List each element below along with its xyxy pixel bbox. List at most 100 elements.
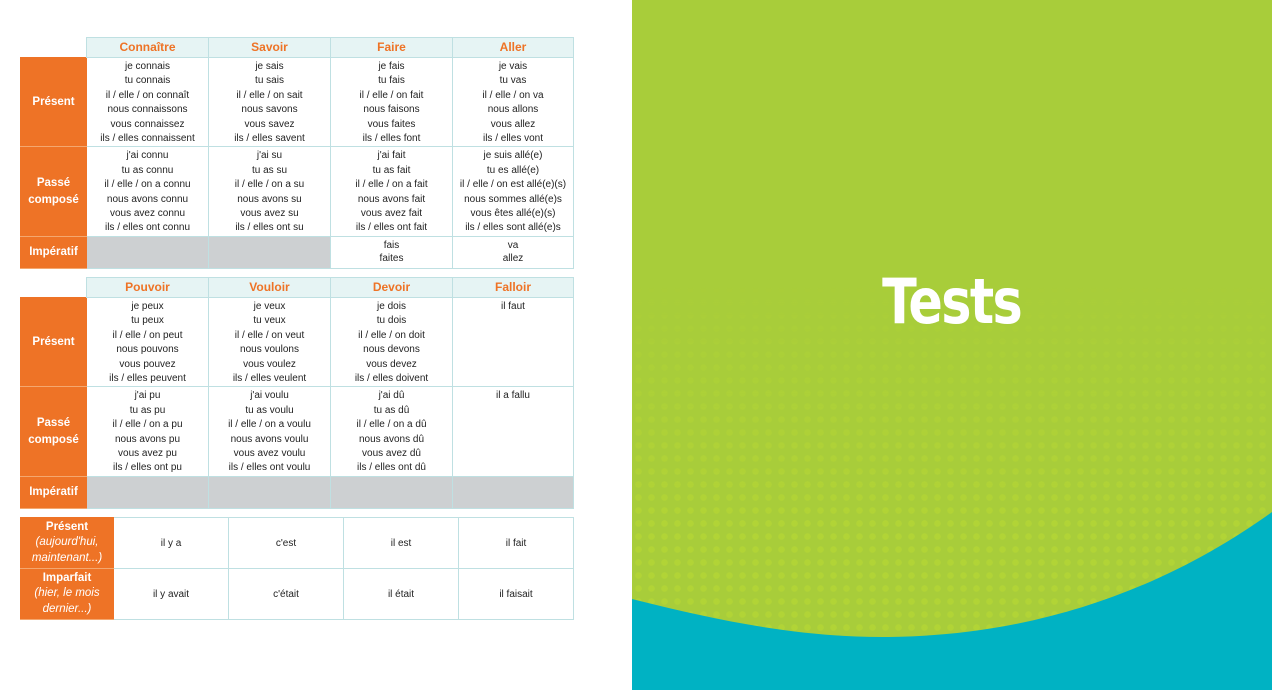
forms-cell: j'ai dû tu as dû il / elle / on a dû nou… [330,386,453,477]
expr-cell: c'est [228,517,344,569]
form: je peux [131,301,164,312]
form: nous faisons [363,104,420,116]
imparfait-expr-row: Imparfait (hier, le mois dernier...) il … [20,568,574,620]
form: vous êtes allé(e)(s) [470,208,556,220]
expr-cell: il est [343,517,459,569]
form: nous avons pu [114,433,181,445]
form: vous voulez [243,358,296,370]
verb-header-row: Connaître Savoir Faire Aller [21,37,574,58]
expr-cell: il y a [113,517,229,569]
tense-label-imperatif: Impératif [20,235,87,269]
forms-cell: je veux tu veux il / elle / on veut nous… [208,296,331,388]
verb-header-vouloir: Vouloir [208,277,331,298]
form: tu dois [376,315,407,327]
form: j'ai voulu [250,390,289,402]
empty-cell [86,235,209,269]
form: nous connaissons [107,104,188,116]
form: ils / elles font [362,133,421,145]
form: vous avez fait [360,208,423,220]
form: ils / elles ont voulu [228,462,311,474]
form: tu as dû [373,404,410,416]
form: il / elle / on sait [236,89,303,101]
form: il / elle / on va [482,89,544,101]
tense-label-line: composé [28,433,79,446]
form: ils / elles ont pu [113,462,182,474]
forms-cell: je sais tu sais il / elle / on sait nous… [208,56,331,148]
form: il / elle / on a fait [355,179,428,191]
form: j'ai fait [377,150,406,162]
form: tu as pu [129,404,166,416]
present-row: Présent je peux tu peux il / elle / on p… [20,296,574,388]
form: tu sais [255,75,284,87]
form: je vais [498,61,528,72]
form: tu connais [124,75,171,87]
verb-header-row: Pouvoir Vouloir Devoir Falloir [21,277,574,298]
form: j'ai connu [126,150,169,162]
verb-header-aller: Aller [452,37,574,58]
form: faites [379,252,404,264]
form: ils / elles vont [482,133,544,145]
expr-cell: il était [343,568,459,620]
form: il / elle / on connaît [105,89,190,101]
verb-header-savoir: Savoir [208,37,331,58]
empty-cell [208,235,331,269]
form: tu as fait [372,164,411,176]
tense-label-present: Présent [20,56,87,148]
form: tu peux [131,315,164,327]
tense-label-line: Passé [36,176,71,189]
form: il / elle / on veut [234,329,305,341]
tense-label-line: composé [28,193,79,206]
tense-hint: (aujourd'hui, [35,536,99,549]
forms-cell: va allez [452,235,574,269]
form: j'ai dû [378,390,405,402]
passe-compose-row: Passé composé j'ai connu tu as connu il … [20,146,574,237]
form: j'ai pu [134,390,161,402]
form: il / elle / on a pu [112,419,183,431]
form: vous avez dû [362,448,421,460]
tense-hint: maintenant...) [31,551,103,564]
expr-cell: il fait [458,517,574,569]
form: nous avons dû [358,433,425,445]
form: tu fais [378,75,405,87]
form: vous avez voulu [233,448,306,460]
tense-label-imparfait: Imparfait (hier, le mois dernier...) [20,568,114,620]
teal-wave-shape [632,512,1272,690]
form: il faut [501,301,525,312]
form: ils / elles peuvent [109,373,186,385]
form: va [507,239,519,251]
form: il / elle / on doit [358,329,425,341]
form: ils / elles ont connu [104,222,191,234]
form: vous avez connu [109,208,186,220]
tense-label-imperatif: Impératif [20,475,87,509]
form: tu as voulu [245,404,294,416]
tense-hint: dernier...) [42,602,92,615]
empty-cell [330,475,453,509]
form: tu es allé(e) [486,164,540,176]
forms-cell: j'ai pu tu as pu il / elle / on a pu nou… [86,386,209,477]
form: nous allons [487,104,539,116]
form: nous pouvons [116,344,179,356]
verb-header-pouvoir: Pouvoir [86,277,209,298]
form: il / elle / on fait [359,89,424,101]
form: vous pouvez [119,358,176,370]
tense-label-present: Présent (aujourd'hui, maintenant...) [20,517,114,569]
tense-name: Imparfait [42,571,92,584]
forms-cell: je fais tu fais il / elle / on fait nous… [330,56,453,148]
conjugation-page: Connaître Savoir Faire Aller Présent je … [0,0,632,690]
form: ils / elles savent [234,133,305,145]
verb-header-connaitre: Connaître [86,37,209,58]
imperatif-row: Impératif [20,475,574,509]
form: nous sommes allé(e)s [464,193,562,205]
empty-cell [86,475,209,509]
forms-cell: je peux tu peux il / elle / on peut nous… [86,296,209,388]
form: nous devons [363,344,420,356]
forms-cell: j'ai connu tu as connu il / elle / on a … [86,146,209,237]
form: ils / elles sont allé(e)s [465,222,561,234]
form: il / elle / on peut [112,329,183,341]
verb-header-faire: Faire [330,37,453,58]
verb-header-devoir: Devoir [330,277,453,298]
form: je suis allé(e) [483,150,543,162]
forms-cell: je dois tu dois il / elle / on doit nous… [330,296,453,388]
form: nous avons su [237,193,302,205]
present-row: Présent je connais tu connais il / elle … [20,56,574,148]
